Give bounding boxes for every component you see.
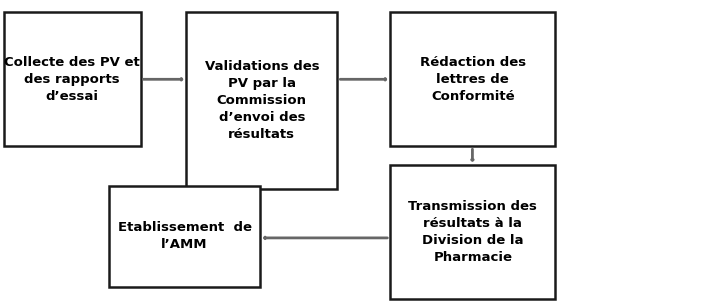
Bar: [390, 165, 555, 299]
Bar: [109, 186, 260, 287]
Text: Transmission des
résultats à la
Division de la
Pharmacie: Transmission des résultats à la Division…: [408, 200, 537, 264]
Bar: [186, 12, 337, 189]
Text: Validations des
PV par la
Commission
d’envoi des
résultats: Validations des PV par la Commission d’e…: [205, 60, 319, 141]
Bar: [390, 12, 555, 146]
Bar: [4, 12, 141, 146]
Text: Collecte des PV et
des rapports
d’essai: Collecte des PV et des rapports d’essai: [4, 56, 140, 103]
Text: Rédaction des
lettres de
Conformité: Rédaction des lettres de Conformité: [420, 56, 526, 103]
Text: Etablissement  de
l’AMM: Etablissement de l’AMM: [117, 221, 252, 251]
